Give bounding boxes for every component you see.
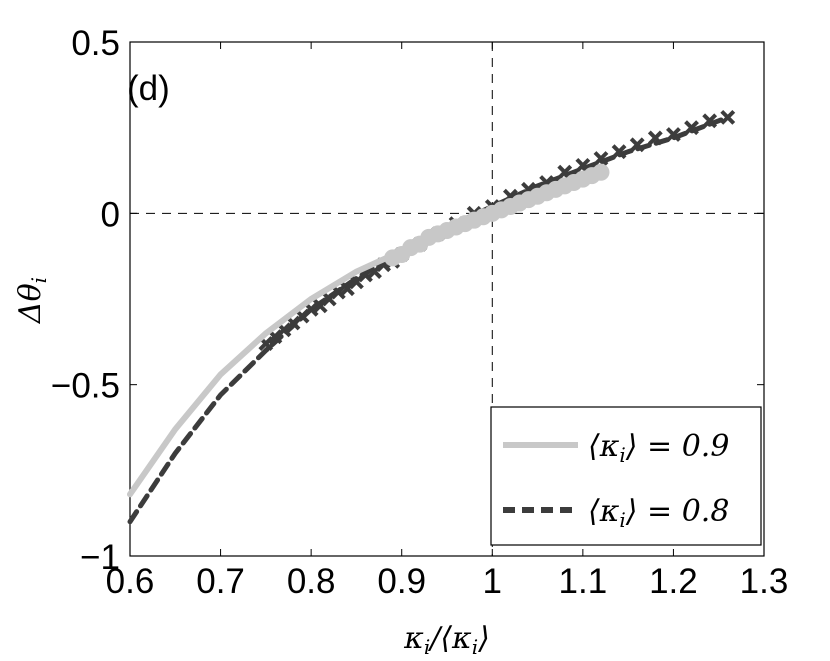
data-point-0.8-stroke bbox=[575, 157, 591, 173]
x-tick-label: 1 bbox=[483, 562, 502, 601]
data-point-0.8 bbox=[720, 109, 736, 125]
legend-box bbox=[490, 406, 762, 546]
x-tick-label: 1.2 bbox=[649, 562, 698, 601]
data-point-0.8-stroke bbox=[720, 109, 736, 125]
data-point-0.8 bbox=[684, 120, 699, 136]
y-tick-label: −0.5 bbox=[51, 367, 120, 406]
data-point-0.8 bbox=[702, 113, 718, 129]
x-tick-label: 0.9 bbox=[377, 562, 426, 601]
data-point-0.8 bbox=[647, 130, 663, 146]
legend: ⟨κi⟩ = 0.9 ⟨κi⟩ = 0.8 bbox=[490, 406, 762, 546]
data-point-0.8 bbox=[611, 144, 627, 160]
panel-label: (d) bbox=[127, 69, 170, 108]
x-tick-label: 0.6 bbox=[106, 562, 155, 601]
axes-box bbox=[129, 41, 765, 557]
x-tick-label: 0.8 bbox=[287, 562, 336, 601]
data-point-0.8-stroke bbox=[629, 137, 645, 153]
data-point-0.8-stroke bbox=[702, 113, 718, 129]
data-point-0.8-stroke bbox=[330, 284, 346, 300]
y-axis-label: Δθi bbox=[13, 277, 51, 324]
data-point-0.8-stroke bbox=[358, 267, 373, 283]
data-point-0.8 bbox=[666, 127, 681, 142]
ticks-layer: 0.6 0.7 0.8 0.9 1 1.1 1.2 1.3 −1 −0.5 0 0.5 bbox=[51, 24, 788, 601]
data-point-0.8 bbox=[629, 137, 645, 153]
y-tick-label: 0.5 bbox=[71, 24, 120, 63]
plot-area: 0.6 0.7 0.8 0.9 1 1.1 1.2 1.3 −1 −0.5 0 0.5 bbox=[51, 24, 788, 601]
data-point-0.8-stroke bbox=[647, 130, 663, 146]
x-tick-label: 0.7 bbox=[196, 562, 245, 601]
y-tick-label: 0 bbox=[101, 195, 120, 234]
x-axis-label: κi/⟨κi⟩ bbox=[403, 621, 490, 659]
data-point-0.8-stroke bbox=[611, 144, 627, 160]
y-tick-label: −1 bbox=[80, 538, 120, 577]
data-point-0.9 bbox=[592, 163, 610, 181]
x-tick-label: 1.3 bbox=[740, 562, 789, 601]
data-point-0.8-stroke bbox=[666, 127, 681, 142]
data-point-0.8-stroke bbox=[684, 120, 699, 136]
data-point-0.8 bbox=[593, 151, 609, 166]
legend-label-0.8: ⟨κi⟩ = 0.8 bbox=[588, 494, 729, 532]
data-point-0.8-stroke bbox=[303, 301, 319, 317]
data-point-0.8-stroke bbox=[557, 164, 573, 180]
series-layer bbox=[127, 109, 736, 525]
legend-label-0.9: ⟨κi⟩ = 0.9 bbox=[588, 429, 729, 467]
x-tick-label: 1.1 bbox=[559, 562, 608, 601]
data-point-0.8-stroke bbox=[593, 151, 609, 166]
